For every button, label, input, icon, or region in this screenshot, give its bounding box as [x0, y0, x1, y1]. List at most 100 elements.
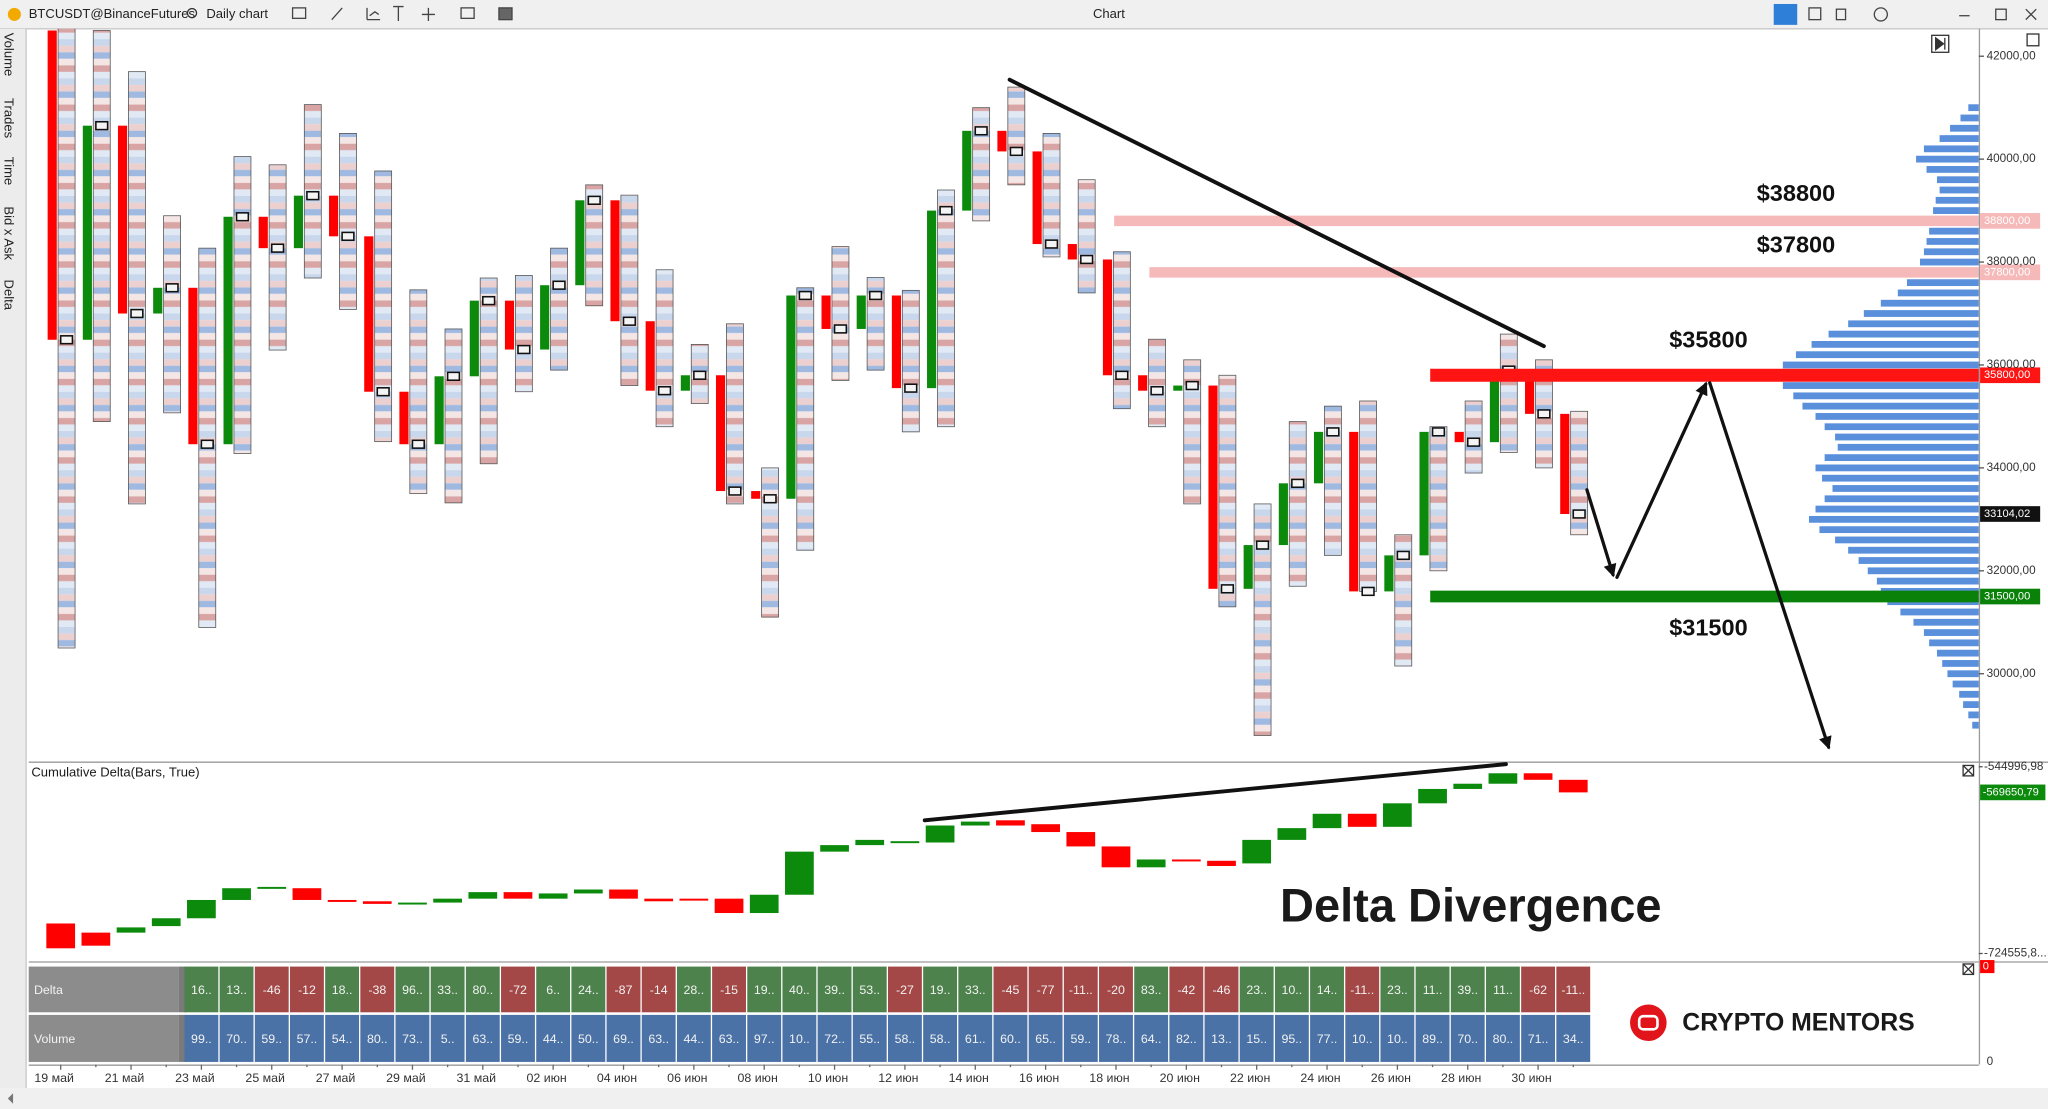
profile-bar	[1963, 701, 1979, 709]
footprint	[972, 107, 991, 222]
brand-name: CRYPTO MENTORS	[1682, 1010, 1914, 1037]
candle-body	[1032, 151, 1042, 245]
x-tick-label: 18 июн	[1089, 1071, 1129, 1085]
profile-bar	[1926, 166, 1979, 173]
table-cell: 57..	[297, 1032, 318, 1046]
maximize[interactable]	[1995, 8, 2007, 21]
candle-body	[1067, 244, 1077, 260]
row-label: Volume	[34, 1032, 75, 1046]
candle-body	[1453, 783, 1483, 789]
candle-body	[504, 300, 515, 350]
candle-body	[1278, 483, 1288, 546]
table-cell-bg	[360, 966, 395, 1013]
table-cell-bg	[747, 966, 782, 1013]
symbol[interactable]: BTCUSDT@BinanceFutures	[29, 6, 196, 21]
footprint	[937, 189, 955, 428]
table-cell: 11..	[1493, 983, 1513, 997]
candle-body	[925, 825, 955, 843]
row-label: Delta	[34, 983, 63, 997]
y-tick-label: -544996,98	[1984, 760, 2044, 773]
status-bar	[0, 1088, 2048, 1109]
table-cell-bg	[501, 966, 535, 1013]
row-header-edge	[178, 966, 187, 1013]
sidebar-tab[interactable]: Time	[1, 157, 16, 186]
x-tick-label: 02 июн	[526, 1071, 566, 1085]
icon[interactable]	[498, 7, 513, 21]
level-label: $35800	[1669, 327, 1747, 353]
price-tag	[1980, 367, 2041, 384]
icon	[1962, 963, 1975, 975]
price-tag	[1980, 264, 2041, 281]
poc	[763, 494, 777, 504]
icon[interactable]	[1835, 8, 1847, 21]
candle-body	[1138, 375, 1148, 391]
profile-bar	[1802, 402, 1979, 410]
table-cell: 80..	[367, 1032, 388, 1046]
timeframe[interactable]: Daily chart	[206, 6, 268, 21]
camera-button[interactable]	[1773, 3, 1798, 25]
last-price-label: 33104,02	[1984, 508, 2030, 520]
sidebar-tab[interactable]: Trades	[1, 98, 16, 139]
table-cell: 63..	[719, 1032, 740, 1046]
row-header	[28, 966, 179, 1013]
table-cell-bg	[887, 966, 922, 1013]
table-cell: -38	[368, 983, 386, 997]
profile-bar	[1936, 176, 1979, 184]
table-cell: 53..	[859, 983, 880, 997]
icon[interactable]	[460, 7, 475, 19]
last-value-tag	[1980, 784, 2046, 801]
table-cell-bg	[782, 1014, 817, 1062]
x-tick-label: 04 июн	[597, 1071, 637, 1085]
icon[interactable]	[331, 7, 343, 21]
y-tick-label: 32000,00	[1987, 564, 2036, 577]
candle-body	[1066, 832, 1096, 847]
pane-maximize[interactable]	[2026, 33, 2040, 47]
scroll-arrow[interactable]	[7, 1093, 14, 1104]
profile-bar	[1959, 690, 1979, 698]
price-pane	[47, 28, 1589, 736]
search-icon[interactable]	[186, 7, 198, 19]
x-tick-label: 20 июн	[1160, 1071, 1200, 1085]
pane-close[interactable]	[1962, 764, 1975, 777]
table-cell-bg	[1556, 966, 1591, 1013]
sidebar-tab[interactable]: Volume	[1, 33, 16, 77]
x-tick-label: 21 май	[105, 1071, 145, 1085]
candle-body	[1384, 555, 1394, 592]
table-cell-bg	[571, 1014, 606, 1062]
profile-bar	[1923, 145, 1979, 153]
table-cell-bg	[606, 966, 641, 1013]
icon[interactable]	[291, 7, 307, 19]
y-tick-label: 42000,00	[1987, 49, 2036, 62]
table-cell: 72..	[824, 1032, 845, 1046]
icon[interactable]	[421, 7, 435, 21]
footprint	[1112, 251, 1131, 410]
y-tick-label: -724555,8...	[1984, 947, 2047, 960]
table-cell: -11..	[1350, 983, 1374, 997]
poc	[1572, 509, 1586, 519]
footprint	[374, 170, 393, 443]
footprint	[1042, 133, 1061, 258]
close[interactable]	[2025, 8, 2037, 21]
sidebar	[0, 28, 27, 1089]
icon[interactable]	[393, 5, 404, 21]
table-cell-bg	[923, 1014, 958, 1062]
footprint	[1077, 179, 1096, 294]
icon[interactable]	[366, 7, 381, 21]
row-header-edge	[178, 1014, 187, 1062]
sidebar-tab[interactable]: Bid x Ask	[1, 206, 16, 260]
footprint	[726, 323, 744, 505]
table-cell: 69..	[613, 1032, 634, 1046]
icon[interactable]	[1808, 7, 1822, 21]
table-cell: 23..	[1387, 983, 1408, 997]
scroll-end-button[interactable]	[1931, 34, 1950, 53]
y-tick-label: 38000,00	[1987, 255, 2036, 268]
icon[interactable]	[1873, 7, 1888, 22]
pane-close[interactable]	[1962, 963, 1975, 976]
sidebar-tabs: Volume Trades Time Bid x Ask Delta	[1, 33, 16, 311]
table-cell-bg	[184, 1014, 219, 1062]
sidebar-tab[interactable]: Delta	[1, 280, 16, 311]
indicator-table: Delta Volume 16.. 13.. -46 -12 18.. -38 96.. 33..…	[28, 960, 1995, 1068]
candle-body	[82, 125, 92, 340]
footprint	[1429, 426, 1448, 572]
candle-body	[575, 200, 585, 286]
